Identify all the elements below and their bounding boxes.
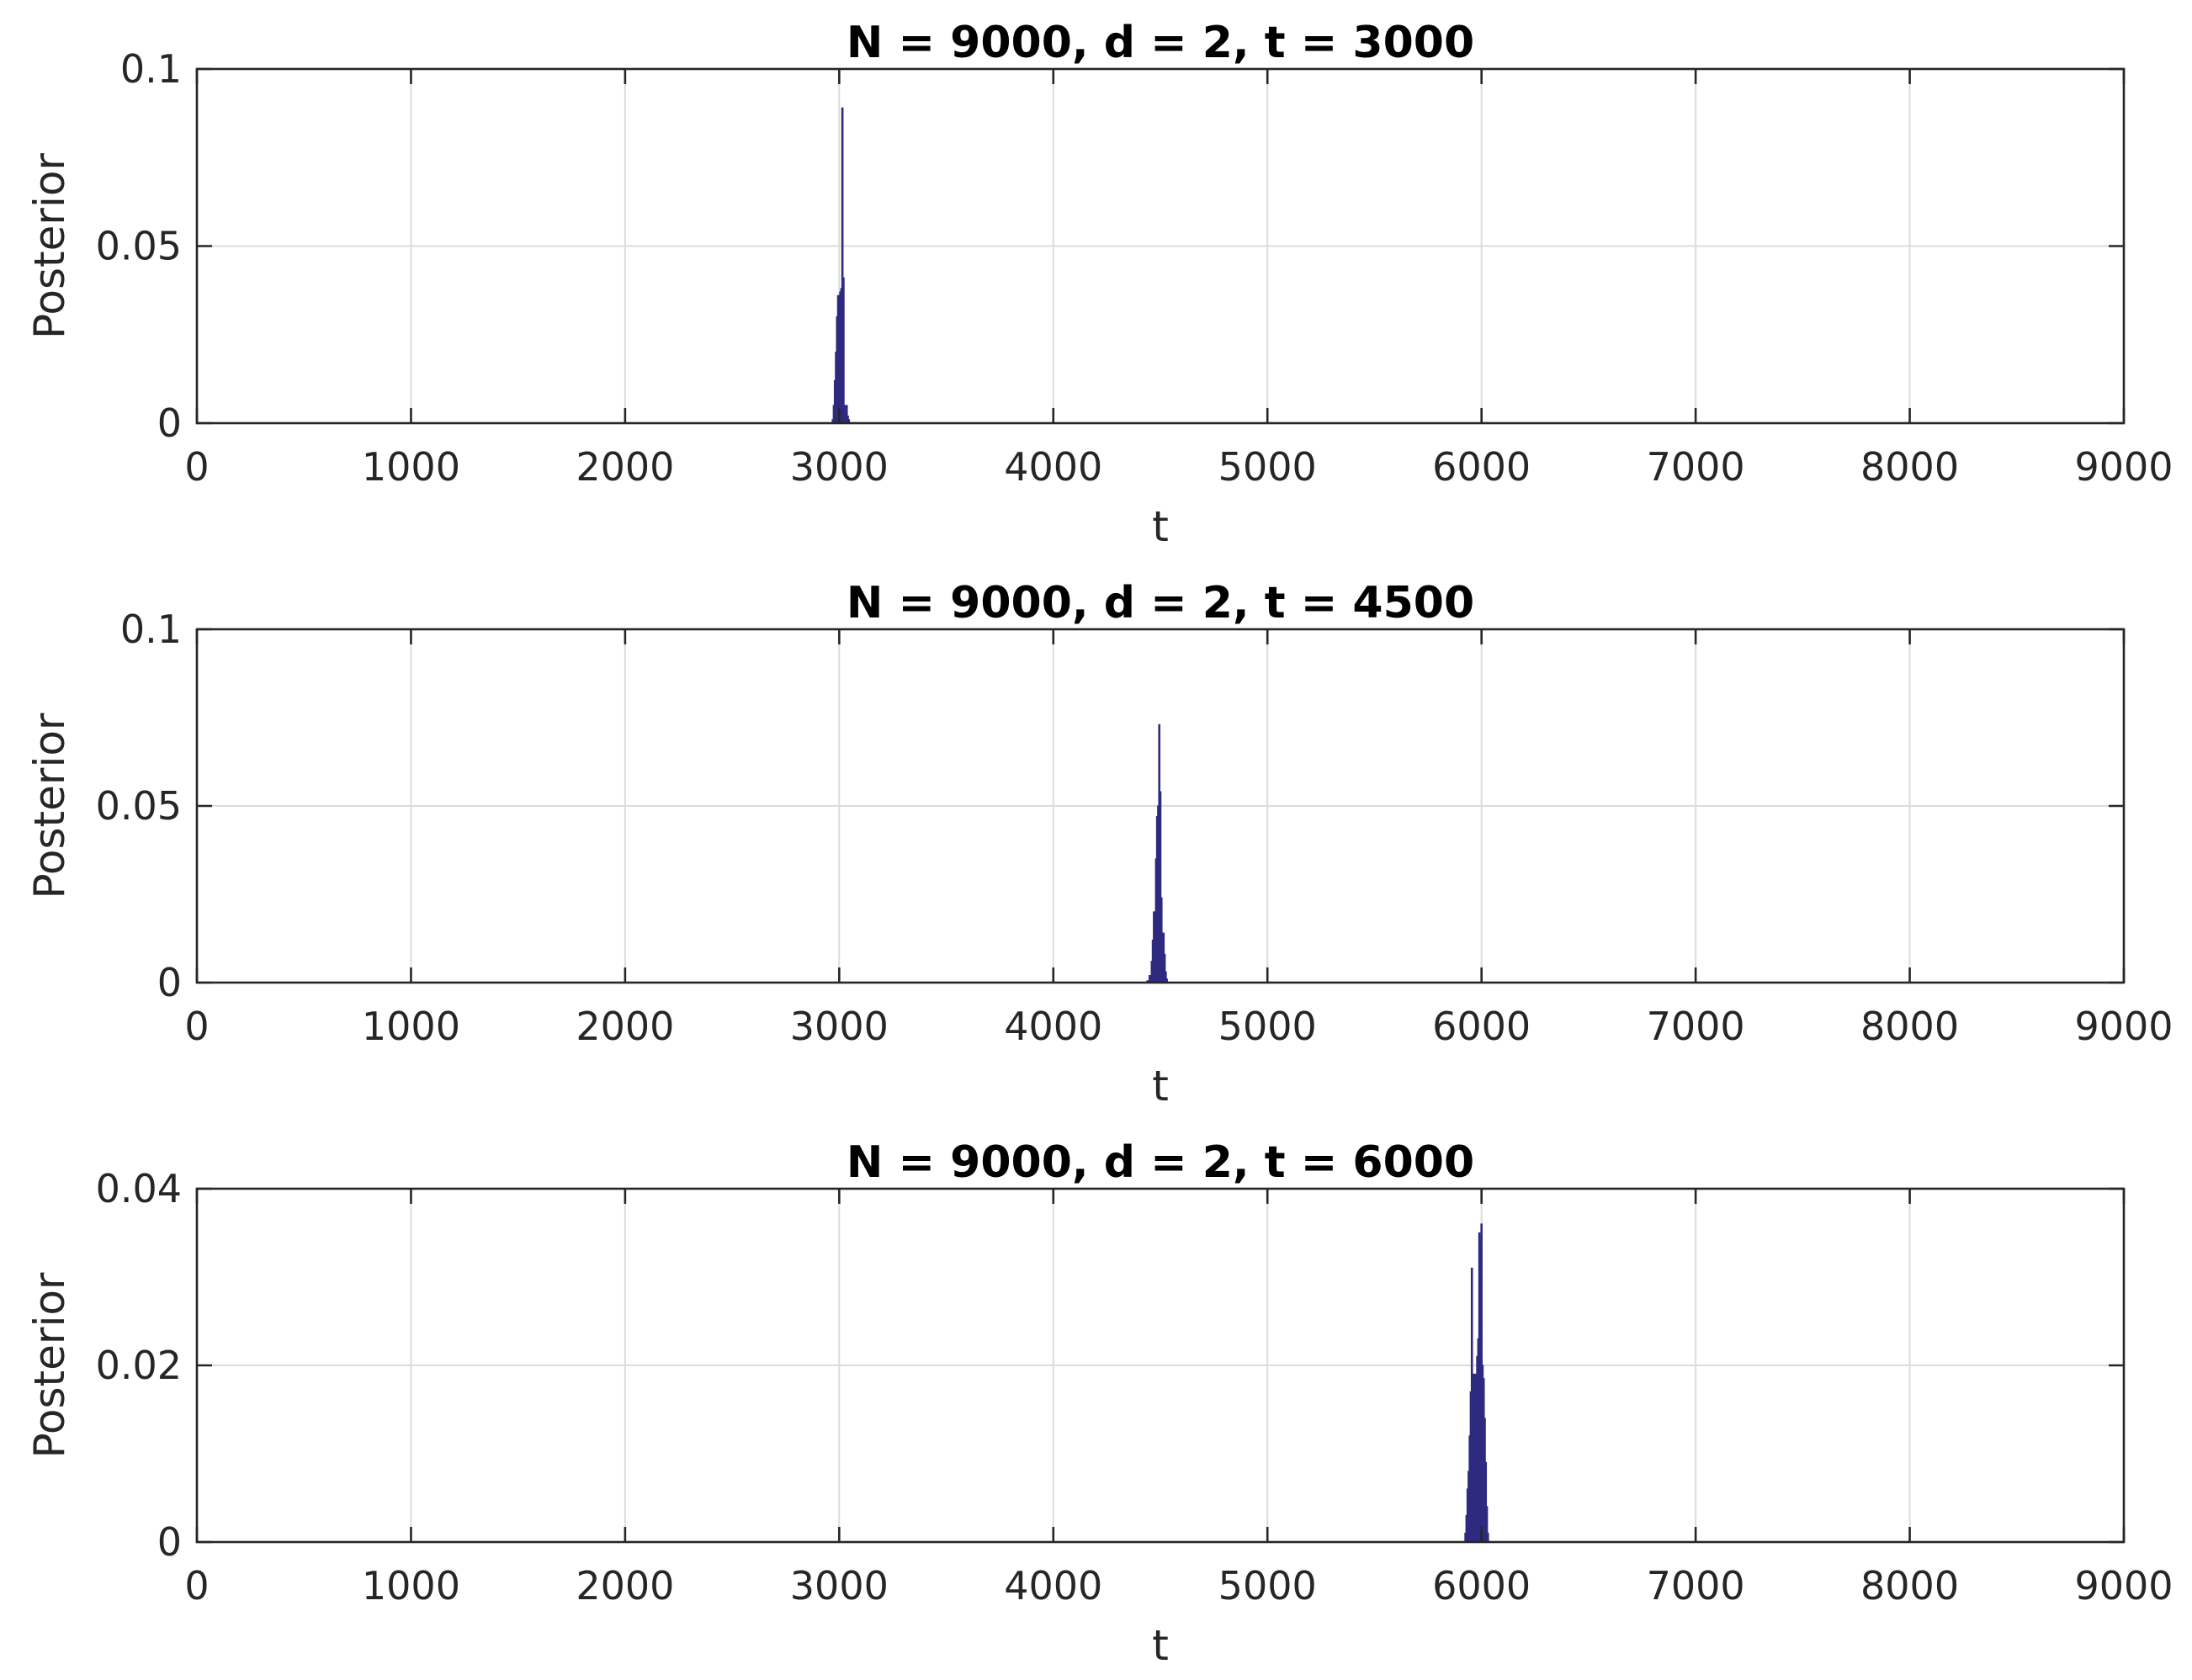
y-tick-label: 0.04 bbox=[96, 1166, 182, 1211]
x-tick-label: 7000 bbox=[1647, 1563, 1745, 1608]
x-tick-label: 1000 bbox=[362, 444, 460, 490]
x-tick-label: 9000 bbox=[2074, 444, 2173, 490]
x-tick-label: 8000 bbox=[1860, 444, 1959, 490]
y-axis-label: Posterior bbox=[25, 713, 74, 898]
y-tick-label: 0.02 bbox=[96, 1343, 182, 1388]
y-tick-label: 0 bbox=[157, 1519, 182, 1565]
chart-title: N = 9000, d = 2, t = 3000 bbox=[847, 18, 1474, 68]
x-tick-label: 9000 bbox=[2074, 1004, 2173, 1049]
x-tick-label: 5000 bbox=[1218, 444, 1317, 490]
x-tick-label: 7000 bbox=[1647, 444, 1745, 490]
x-tick-label: 3000 bbox=[790, 1563, 889, 1608]
y-tick-label: 0 bbox=[157, 400, 182, 446]
x-tick-label: 7000 bbox=[1647, 1004, 1745, 1049]
x-tick-label: 4000 bbox=[1004, 1004, 1102, 1049]
x-tick-label: 2000 bbox=[576, 1004, 674, 1049]
x-tick-label: 6000 bbox=[1432, 1563, 1531, 1608]
x-tick-label: 1000 bbox=[362, 1563, 460, 1608]
y-axis-label: Posterior bbox=[25, 1272, 74, 1458]
x-tick-label: 0 bbox=[184, 444, 209, 490]
chart-title: N = 9000, d = 2, t = 4500 bbox=[847, 578, 1474, 628]
chart-title: N = 9000, d = 2, t = 6000 bbox=[847, 1137, 1474, 1188]
x-tick-label: 9000 bbox=[2074, 1563, 2173, 1608]
y-tick-label: 0.1 bbox=[120, 607, 182, 652]
bar bbox=[1486, 1532, 1489, 1543]
y-tick-label: 0 bbox=[157, 960, 182, 1005]
x-tick-label: 4000 bbox=[1004, 1563, 1102, 1608]
x-tick-label: 8000 bbox=[1860, 1563, 1959, 1608]
chart-panel-2: 0 1000 2000 3000 4000 5000 6000 7000 8000 9000 0 0.… bbox=[25, 578, 2173, 1110]
y-tick-label: 0.05 bbox=[96, 783, 182, 829]
chart-panel-3: 0 1000 2000 3000 4000 5000 6000 7000 8000 9000 0 0.… bbox=[25, 1137, 2173, 1670]
y-tick-label: 0.1 bbox=[120, 46, 182, 92]
x-tick-label: 0 bbox=[184, 1004, 209, 1049]
x-axis-label: t bbox=[1152, 502, 1169, 551]
x-tick-label: 3000 bbox=[790, 1004, 889, 1049]
chart-panel-1: 0 1000 2000 3000 4000 5000 6000 7000 8000 9000 0 0.… bbox=[25, 18, 2173, 551]
x-tick-label: 6000 bbox=[1432, 1004, 1531, 1049]
x-tick-label: 4000 bbox=[1004, 444, 1102, 490]
x-axis-label: t bbox=[1152, 1062, 1169, 1110]
x-tick-label: 5000 bbox=[1218, 1563, 1317, 1608]
y-axis-label: Posterior bbox=[25, 153, 74, 339]
x-tick-label: 0 bbox=[184, 1563, 209, 1608]
x-tick-label: 8000 bbox=[1860, 1004, 1959, 1049]
x-axis-label: t bbox=[1152, 1621, 1169, 1670]
x-tick-label: 2000 bbox=[576, 444, 674, 490]
x-tick-label: 6000 bbox=[1432, 444, 1531, 490]
x-tick-label: 3000 bbox=[790, 444, 889, 490]
y-tick-label: 0.05 bbox=[96, 224, 182, 269]
x-tick-label: 2000 bbox=[576, 1563, 674, 1608]
x-tick-label: 1000 bbox=[362, 1004, 460, 1049]
x-tick-label: 5000 bbox=[1218, 1004, 1317, 1049]
bar bbox=[842, 277, 845, 424]
